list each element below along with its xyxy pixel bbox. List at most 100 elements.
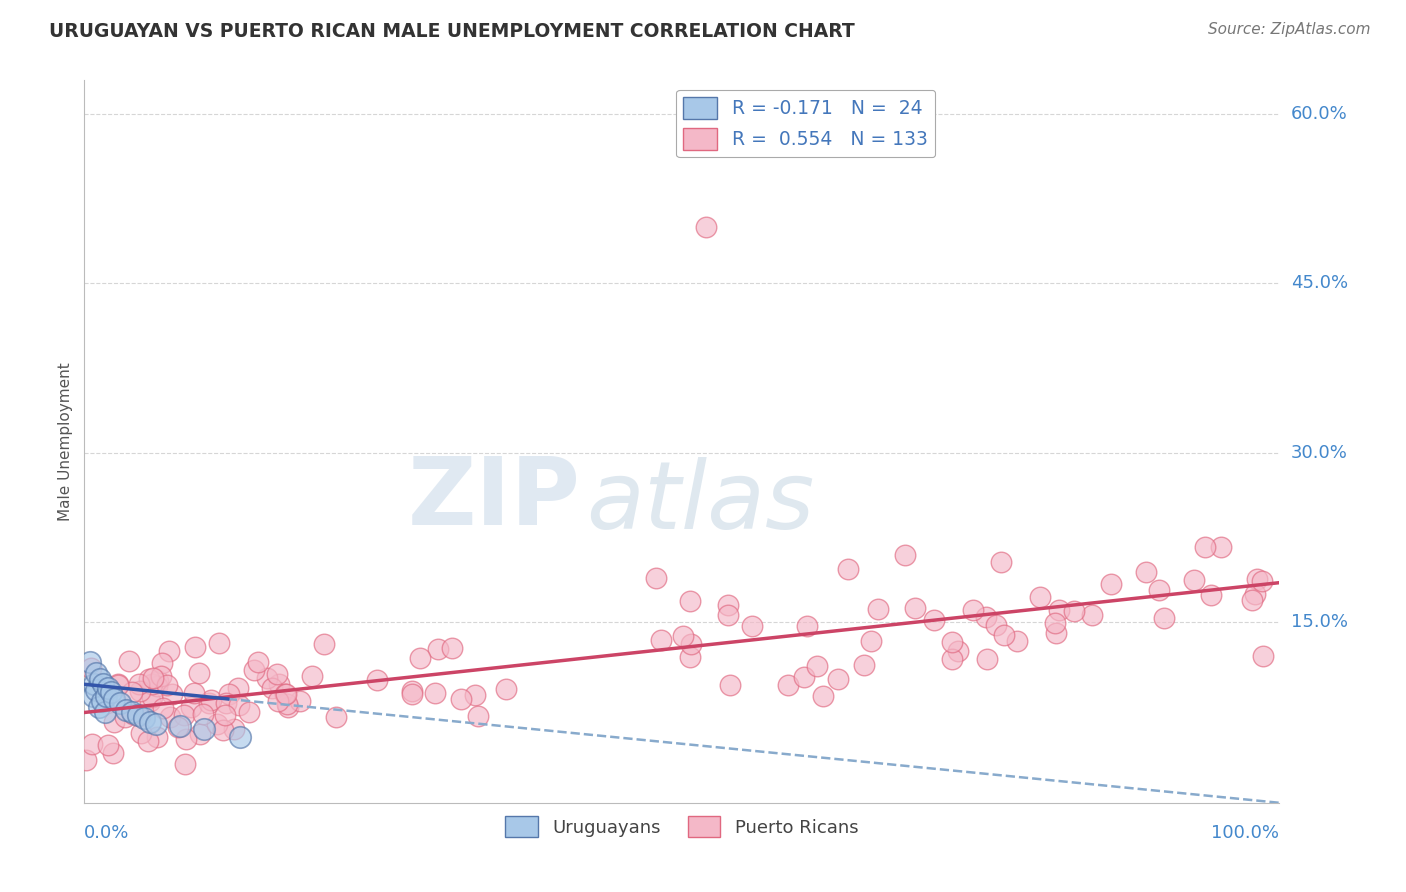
- Point: [193, 723, 215, 737]
- Point: [440, 640, 463, 655]
- Point: [366, 673, 388, 687]
- Point: [401, 687, 423, 701]
- Point: [866, 602, 889, 616]
- Point: [941, 634, 963, 648]
- Point: [238, 705, 260, 719]
- Point: [650, 633, 672, 648]
- Point: [173, 757, 195, 772]
- Text: Source: ZipAtlas.com: Source: ZipAtlas.com: [1208, 22, 1371, 37]
- Point: [301, 669, 323, 683]
- Point: [107, 678, 129, 692]
- Point: [150, 657, 173, 671]
- Point: [80, 661, 103, 675]
- Point: [212, 723, 235, 737]
- Point: [132, 711, 156, 725]
- Point: [946, 644, 969, 658]
- Point: [79, 655, 101, 669]
- Point: [1045, 626, 1067, 640]
- Point: [256, 671, 278, 685]
- Point: [215, 697, 238, 711]
- Point: [180, 699, 202, 714]
- Point: [793, 670, 815, 684]
- Point: [974, 610, 997, 624]
- Point: [184, 640, 207, 655]
- Point: [1147, 583, 1170, 598]
- Point: [860, 634, 883, 648]
- Point: [776, 678, 799, 692]
- Point: [1184, 573, 1206, 587]
- Point: [157, 644, 180, 658]
- Point: [1251, 574, 1274, 589]
- Point: [159, 709, 181, 723]
- Point: [188, 727, 211, 741]
- Point: [229, 731, 252, 745]
- Point: [274, 687, 297, 701]
- Point: [260, 681, 283, 695]
- Point: [183, 686, 205, 700]
- Point: [266, 666, 288, 681]
- Point: [325, 710, 347, 724]
- Point: [141, 690, 163, 705]
- Point: [145, 716, 167, 731]
- Point: [717, 607, 740, 622]
- Point: [941, 651, 963, 665]
- Point: [984, 618, 1007, 632]
- Point: [141, 677, 163, 691]
- Point: [97, 681, 120, 695]
- Point: [146, 730, 169, 744]
- Point: [94, 689, 117, 703]
- Point: [837, 561, 859, 575]
- Point: [243, 663, 266, 677]
- Point: [852, 657, 875, 672]
- Point: [103, 714, 125, 729]
- Point: [1244, 587, 1267, 601]
- Point: [495, 681, 517, 696]
- Point: [276, 697, 298, 711]
- Point: [198, 696, 221, 710]
- Point: [679, 636, 702, 650]
- Point: [176, 731, 198, 746]
- Point: [426, 642, 449, 657]
- Point: [114, 710, 136, 724]
- Point: [118, 654, 141, 668]
- Point: [167, 720, 190, 734]
- Point: [187, 665, 209, 680]
- Point: [423, 686, 446, 700]
- Text: 60.0%: 60.0%: [1291, 105, 1347, 123]
- Point: [1240, 593, 1263, 607]
- Point: [408, 651, 430, 665]
- Text: 45.0%: 45.0%: [1291, 275, 1348, 293]
- Point: [464, 688, 486, 702]
- Point: [976, 652, 998, 666]
- Point: [200, 693, 222, 707]
- Point: [679, 649, 702, 664]
- Point: [718, 678, 741, 692]
- Point: [1135, 565, 1157, 579]
- Text: 30.0%: 30.0%: [1291, 444, 1347, 462]
- Y-axis label: Male Unemployment: Male Unemployment: [58, 362, 73, 521]
- Point: [93, 706, 115, 720]
- Point: [645, 571, 668, 585]
- Point: [695, 220, 717, 235]
- Point: [86, 682, 108, 697]
- Point: [811, 690, 834, 704]
- Point: [269, 677, 291, 691]
- Point: [97, 738, 120, 752]
- Point: [103, 692, 125, 706]
- Point: [156, 678, 179, 692]
- Point: [993, 628, 1015, 642]
- Point: [100, 685, 122, 699]
- Point: [107, 677, 129, 691]
- Point: [717, 599, 740, 613]
- Point: [1153, 610, 1175, 624]
- Point: [121, 706, 143, 720]
- Point: [1005, 634, 1028, 648]
- Point: [129, 726, 152, 740]
- Point: [467, 708, 489, 723]
- Text: atlas: atlas: [586, 458, 814, 549]
- Point: [827, 672, 849, 686]
- Point: [267, 694, 290, 708]
- Point: [1063, 604, 1085, 618]
- Point: [214, 707, 236, 722]
- Point: [218, 688, 240, 702]
